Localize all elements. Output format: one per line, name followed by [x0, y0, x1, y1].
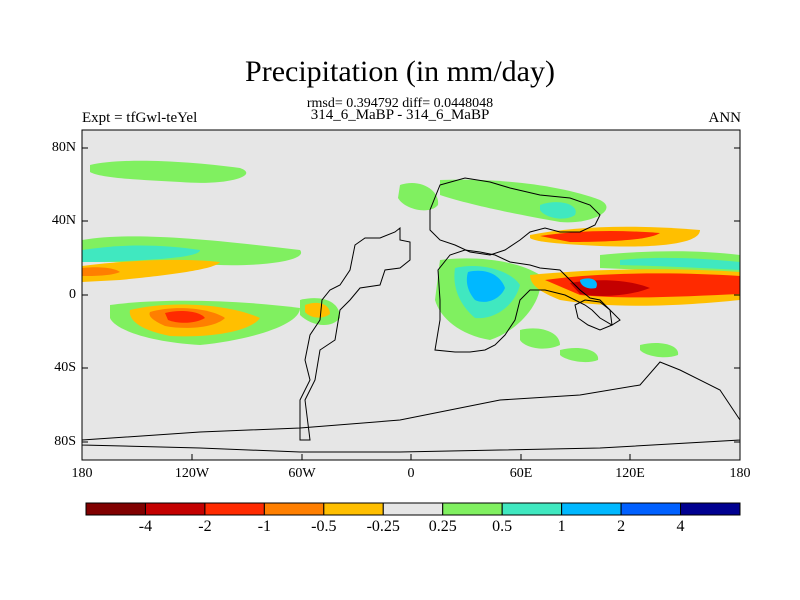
colorbar-box-10	[680, 502, 741, 516]
colorbar-label: 4	[676, 518, 685, 535]
colorbar-box-5	[382, 502, 444, 516]
patch-blue-africa	[466, 270, 505, 302]
patch-red-pacific-band	[82, 267, 120, 276]
coast-antarctica	[81, 361, 741, 453]
colorbar-box-9	[620, 502, 682, 516]
patch-green-india	[520, 328, 560, 349]
colorbar-label: 2	[617, 518, 626, 535]
colorbar-label: 0.5	[492, 518, 513, 535]
colorbar-label: -0.25	[366, 518, 400, 535]
lat-label-80s: 80S	[54, 434, 76, 449]
patch-teal-pacific-band	[82, 245, 200, 262]
colorbar-box-6	[442, 502, 503, 516]
colorbar-label: -4	[138, 518, 153, 535]
patch-red-asia	[540, 231, 660, 242]
patch-teal-eurasia	[540, 202, 576, 219]
colorbar-box-8	[561, 502, 622, 516]
colorbar-label: -1	[257, 518, 272, 535]
lat-label-0: 0	[69, 287, 76, 302]
patch-green-north-atlantic	[398, 182, 439, 211]
lon-label-180e: 180	[729, 466, 751, 481]
lon-label-60e: 60E	[509, 466, 533, 481]
plot-title: Precipitation (in mm/day)	[245, 55, 555, 88]
colorbar-box-2	[204, 502, 265, 516]
coast-eurasia-north	[429, 177, 601, 256]
patch-green-south-2	[640, 343, 679, 358]
lat-label-40s: 40S	[54, 360, 76, 375]
colorbar-box-1	[144, 502, 206, 516]
patch-orange-atlantic-sa	[305, 302, 330, 318]
patch-orange-pacific-band	[82, 259, 220, 282]
lat-label-40n: 40N	[51, 213, 76, 228]
coast-africa-eurasia	[434, 249, 621, 353]
colorbar-box-0	[85, 502, 146, 516]
coastlines	[81, 177, 741, 453]
axis-ticks	[81, 147, 741, 460]
colorbar-label: -0.5	[311, 518, 337, 535]
patch-darkred-spcz	[165, 310, 205, 323]
colorbar-label: 1	[557, 518, 566, 535]
colorbar-label: -2	[198, 518, 212, 535]
case-label: 314_6_MaBP - 314_6_MaBP	[310, 107, 490, 123]
lon-label-120w: 120W	[174, 466, 210, 481]
season-label: ANN	[708, 110, 742, 126]
lat-label-80n: 80N	[51, 140, 76, 155]
colorbar	[85, 502, 741, 516]
colorbar-box-3	[263, 502, 325, 516]
colorbar-label: 0.25	[428, 518, 457, 535]
patch-teal-westpac	[620, 257, 740, 270]
stats-line: rmsd= 0.394792 diff= 0.0448048	[306, 96, 494, 111]
colorbar-box-4	[323, 502, 384, 516]
lon-label-120e: 120E	[615, 466, 645, 481]
coast-australia	[574, 299, 613, 331]
patch-green-north-pacific	[90, 160, 247, 183]
lon-label-60w: 60W	[288, 466, 316, 481]
coast-americas	[299, 226, 411, 441]
lon-label-0: 0	[407, 466, 415, 481]
colorbar-box-7	[501, 502, 563, 516]
patch-blue-equator	[580, 278, 597, 289]
lon-label-180w: 180	[71, 466, 93, 481]
precip-patches	[82, 160, 740, 363]
experiment-label: Expt = tfGwl-teYel	[82, 110, 198, 126]
patch-green-south-1	[560, 348, 599, 363]
